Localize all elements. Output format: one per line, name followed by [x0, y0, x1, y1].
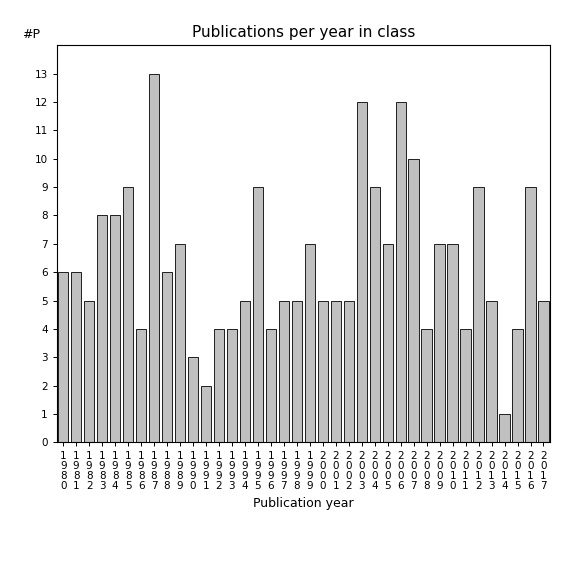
Bar — [84, 301, 94, 442]
Bar — [434, 244, 445, 442]
Bar — [447, 244, 458, 442]
X-axis label: Publication year: Publication year — [253, 497, 354, 510]
Bar — [525, 187, 536, 442]
Bar — [304, 244, 315, 442]
Bar — [97, 215, 107, 442]
Bar — [383, 244, 393, 442]
Title: Publications per year in class: Publications per year in class — [192, 25, 415, 40]
Bar — [500, 414, 510, 442]
Bar — [408, 159, 419, 442]
Bar — [318, 301, 328, 442]
Bar — [214, 329, 224, 442]
Bar — [344, 301, 354, 442]
Bar — [331, 301, 341, 442]
Bar — [486, 301, 497, 442]
Bar — [201, 386, 211, 442]
Bar — [253, 187, 263, 442]
Bar — [396, 102, 406, 442]
Bar — [71, 272, 82, 442]
Bar — [58, 272, 69, 442]
Bar — [162, 272, 172, 442]
Bar — [123, 187, 133, 442]
Bar — [513, 329, 523, 442]
Bar — [421, 329, 432, 442]
Bar — [110, 215, 120, 442]
Bar — [278, 301, 289, 442]
Bar — [538, 301, 549, 442]
Bar — [175, 244, 185, 442]
Bar — [149, 74, 159, 442]
Bar — [370, 187, 380, 442]
Bar — [357, 102, 367, 442]
Bar — [136, 329, 146, 442]
Text: #P: #P — [22, 28, 40, 41]
Bar — [460, 329, 471, 442]
Bar — [240, 301, 250, 442]
Bar — [188, 357, 198, 442]
Bar — [291, 301, 302, 442]
Bar — [473, 187, 484, 442]
Bar — [227, 329, 237, 442]
Bar — [266, 329, 276, 442]
